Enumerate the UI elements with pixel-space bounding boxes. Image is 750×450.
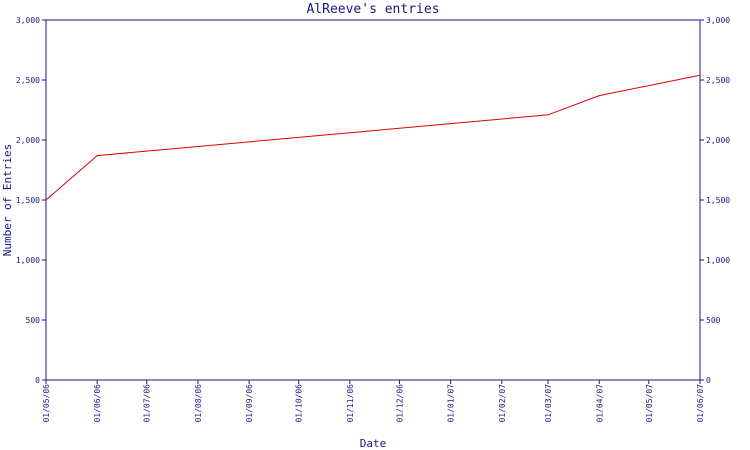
y-tick-label-right: 500 [706, 316, 721, 325]
y-tick-label-left: 1,500 [16, 196, 40, 205]
x-tick-label: 01/01/07 [447, 384, 456, 423]
data-point [547, 114, 549, 116]
y-tick-label-left: 3,000 [16, 16, 40, 25]
y-tick-label-left: 0 [35, 376, 40, 385]
y-tick-label-left: 2,500 [16, 76, 40, 85]
data-point [598, 95, 600, 97]
x-tick-label: 01/11/06 [346, 384, 355, 423]
chart-title: AlReeve's entries [306, 2, 439, 17]
y-tick-label-right: 2,500 [706, 76, 730, 85]
x-tick-label: 01/10/06 [295, 384, 304, 423]
x-tick-label: 01/06/06 [93, 384, 102, 423]
x-tick-label: 01/05/07 [645, 384, 654, 423]
y-tick-label-left: 500 [26, 316, 41, 325]
y-tick-label-left: 1,000 [16, 256, 40, 265]
x-tick-label: 01/09/06 [245, 384, 254, 423]
y-axis-title: Number of Entries [1, 144, 14, 257]
x-tick-label: 01/06/07 [696, 384, 705, 423]
x-tick-label: 01/07/06 [143, 384, 152, 423]
data-point [45, 199, 47, 201]
data-point [96, 155, 98, 157]
x-tick-label: 01/12/06 [395, 384, 404, 423]
x-tick-label: 01/03/07 [544, 384, 553, 423]
x-tick-label: 01/05/06 [42, 384, 51, 423]
series-line [45, 74, 701, 201]
x-tick-label: 01/02/07 [498, 384, 507, 423]
x-tick-label: 01/08/06 [194, 384, 203, 423]
x-tick-label: 01/04/07 [595, 384, 604, 423]
y-tick-label-left: 2,000 [16, 136, 40, 145]
y-tick-label-right: 0 [706, 376, 711, 385]
x-axis-title: Date [360, 437, 387, 450]
plot-series [45, 74, 701, 201]
plot-frame [45, 19, 701, 381]
y-tick-label-right: 2,000 [706, 136, 730, 145]
axis-ticks: 0 0 500 500 1,000 1,000 1,500 1,500 2,000 2,000 2,… [16, 16, 730, 423]
y-tick-label-right: 1,500 [706, 196, 730, 205]
y-tick-label-right: 1,000 [706, 256, 730, 265]
y-tick-label-right: 3,000 [706, 16, 730, 25]
data-point [699, 74, 701, 76]
